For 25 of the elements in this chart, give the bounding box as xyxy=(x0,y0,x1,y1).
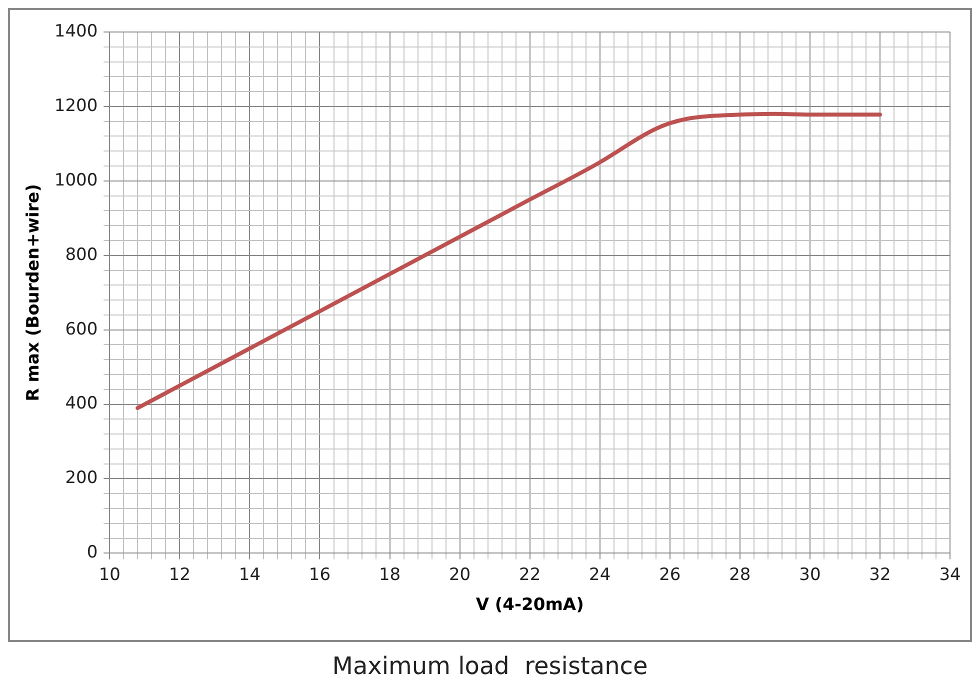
x-tick-label: 14 xyxy=(238,564,261,585)
x-tick-label: 28 xyxy=(729,564,751,585)
y-tick-label: 0 xyxy=(86,542,98,563)
y-tick-label: 1000 xyxy=(54,170,98,190)
x-tick-label: 32 xyxy=(869,564,891,585)
x-tick-label: 24 xyxy=(589,564,611,585)
y-tick-label: 400 xyxy=(65,394,98,414)
y-tick-label: 800 xyxy=(65,244,98,265)
y-tick-label: 600 xyxy=(65,319,98,340)
x-tick-label: 18 xyxy=(378,564,401,585)
x-tick-label: 30 xyxy=(799,564,821,585)
y-tick-label: 1200 xyxy=(54,96,98,116)
x-tick-label: 10 xyxy=(98,564,120,585)
text: Maximum load resistance xyxy=(331,652,649,680)
x-tick-label: 26 xyxy=(659,564,681,585)
x-axis-title: V (4-20mA) xyxy=(476,595,584,616)
y-axis-title: R max (Bourden+wire) xyxy=(24,184,44,402)
x-tick-label: 12 xyxy=(168,564,191,585)
x-tick-label: 20 xyxy=(448,564,471,585)
line-series xyxy=(136,112,882,410)
x-tick-label: 34 xyxy=(939,564,961,585)
y-tick-label: 200 xyxy=(65,468,98,488)
y-tick-label: 1400 xyxy=(54,21,98,42)
x-tick-label: 22 xyxy=(519,564,541,585)
x-tick-label: 16 xyxy=(308,564,331,585)
